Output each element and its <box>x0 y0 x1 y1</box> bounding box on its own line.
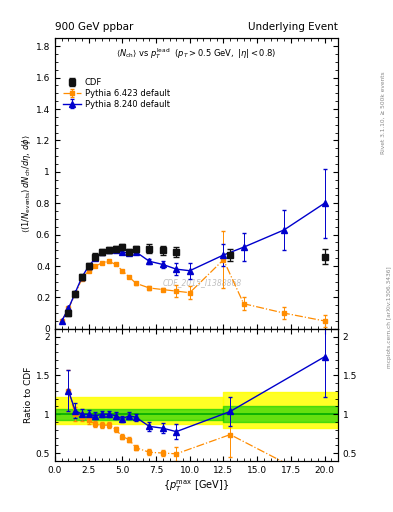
Text: mcplots.cern.ch [arXiv:1306.3436]: mcplots.cern.ch [arXiv:1306.3436] <box>387 267 391 368</box>
Text: Underlying Event: Underlying Event <box>248 22 338 32</box>
Y-axis label: Ratio to CDF: Ratio to CDF <box>24 367 33 423</box>
Legend: CDF, Pythia 6.423 default, Pythia 8.240 default: CDF, Pythia 6.423 default, Pythia 8.240 … <box>59 75 173 112</box>
Text: 900 GeV ppbar: 900 GeV ppbar <box>55 22 133 32</box>
X-axis label: $\{p_T^{\rm max}\ [\rm GeV]\}$: $\{p_T^{\rm max}\ [\rm GeV]\}$ <box>163 479 230 494</box>
Text: Rivet 3.1.10, ≥ 500k events: Rivet 3.1.10, ≥ 500k events <box>381 71 386 154</box>
Text: $\langle N_\mathrm{ch}\rangle$ vs $p_T^\mathrm{lead}$  $(p_T > 0.5\ \mathrm{GeV}: $\langle N_\mathrm{ch}\rangle$ vs $p_T^\… <box>116 46 277 60</box>
Y-axis label: $\langle(1/N_\mathrm{events})\,dN_\mathrm{ch}/d\eta,\,d\phi\rangle$: $\langle(1/N_\mathrm{events})\,dN_\mathr… <box>20 134 33 233</box>
Text: CDF_2015_I1388868: CDF_2015_I1388868 <box>163 278 242 287</box>
